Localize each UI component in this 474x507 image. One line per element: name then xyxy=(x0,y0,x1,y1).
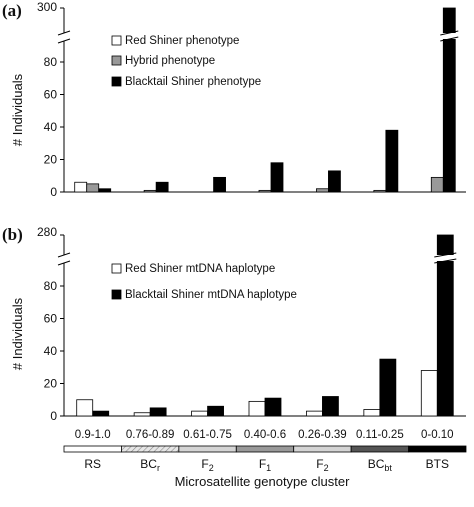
chart-marks: 0 20 40 60 80 Red Shiner phenotype Hybrid phen… xyxy=(44,7,467,473)
panel-b-ylabel: # Individuals xyxy=(10,297,25,370)
panel-b-axis-break-mark xyxy=(57,252,71,258)
panel-a-legend-label: Blacktail Shiner phenotype xyxy=(125,76,261,88)
panel-b-bar xyxy=(207,405,224,417)
panel-b-bar xyxy=(149,407,167,417)
panel-a-legend-swatch xyxy=(111,35,122,46)
cluster-label: BTS xyxy=(426,457,449,471)
panel-b-bar-break-mark xyxy=(434,252,457,258)
panel-a-bar xyxy=(385,129,399,193)
panel-a-bar xyxy=(155,181,169,193)
panel-a-y-tick-label: 80 xyxy=(44,55,58,69)
panel-a-bar xyxy=(143,189,157,193)
panel-b-bar xyxy=(264,397,282,417)
panel-a-bar xyxy=(442,7,456,193)
panel-b-bar-break-gap xyxy=(434,255,457,261)
cluster-label: F2 xyxy=(201,457,213,473)
panel-b-bar xyxy=(436,234,454,417)
panel-b-y-tick-label: 80 xyxy=(44,279,58,293)
panel-a-bar-break-mark xyxy=(440,36,459,42)
panel-b-bar xyxy=(322,396,339,417)
panel-b-bar xyxy=(76,399,94,417)
panel-b-y-tick-label: 20 xyxy=(44,377,58,391)
genotype-range-label: 0.40-0.6 xyxy=(244,429,286,441)
genotype-range-label: 0.9-1.0 xyxy=(75,429,111,441)
panel-b-label: (b) xyxy=(2,225,23,244)
panel-b-bar xyxy=(363,409,381,417)
panel-a-label: (a) xyxy=(2,1,22,20)
panel-a-bar-break-mark xyxy=(440,30,459,36)
panel-a-legend-swatch xyxy=(111,76,122,87)
panel-b-legend-label: Blacktail Shiner mtDNA haplotype xyxy=(125,289,297,301)
panel-a-axis-break-mark xyxy=(57,38,71,44)
panel-a-y-tick-label: 20 xyxy=(44,153,58,167)
panel-a-ylabel: # Individuals xyxy=(10,73,25,146)
panel-b-bar xyxy=(379,358,397,417)
panel-a-axis-break-mark xyxy=(57,30,71,36)
genotype-range-label: 0.76-0.89 xyxy=(126,429,175,441)
panel-b-bar xyxy=(306,410,323,417)
panel-a-y-tick-label: 40 xyxy=(44,120,58,134)
panel-b-legend-label: Red Shiner mtDNA haplotype xyxy=(125,263,275,275)
panel-b-bar xyxy=(420,370,438,417)
panel-b-y-tick-label: 40 xyxy=(44,344,58,358)
genotype-strip-segment xyxy=(408,445,467,453)
genotype-range-label: 0.11-0.25 xyxy=(356,429,404,441)
genotype-strip-segment xyxy=(293,445,352,453)
cluster-label: BCr xyxy=(140,457,160,473)
panel-b-legend-swatch xyxy=(111,289,122,300)
panel-a-y-tick-label: 60 xyxy=(44,88,58,102)
panel-a-bar xyxy=(258,189,272,193)
panel-b-y-tick-label: 0 xyxy=(50,409,57,423)
panel-b-legend-swatch xyxy=(111,263,122,274)
panel-b-bar xyxy=(133,412,151,417)
panel-a-bar xyxy=(430,176,444,193)
genotype-range-label: 0.61-0.75 xyxy=(183,429,232,441)
cluster-label: F2 xyxy=(316,457,328,473)
panel-b-ytick-top: 280 xyxy=(37,225,57,239)
panel-b-bar-break-mark xyxy=(434,258,457,264)
x-axis-label: Microsatellite genotype cluster xyxy=(175,474,351,489)
genotype-strip-segment xyxy=(235,445,295,453)
panel-a-bar xyxy=(316,188,329,193)
panel-a-y-tick-label: 0 xyxy=(50,185,57,199)
panel-b-bar xyxy=(92,410,110,417)
genotype-range-label: 0-0.10 xyxy=(421,429,454,441)
panel-a-legend-label: Hybrid phenotype xyxy=(125,55,215,67)
panel-b-bar xyxy=(191,410,208,417)
panel-a-bar xyxy=(328,170,341,193)
genotype-strip-segment xyxy=(63,445,122,453)
panel-b-y-tick-label: 60 xyxy=(44,312,58,326)
panel-a-bar xyxy=(270,162,284,193)
panel-b-bar xyxy=(248,400,266,417)
panel-a-bar xyxy=(98,188,112,193)
genotype-strip-segment xyxy=(178,445,237,453)
panel-a-bar xyxy=(86,183,100,193)
panel-a-bar xyxy=(373,189,387,193)
panel-b-axis-break-mark xyxy=(57,260,71,266)
panel-a-legend-swatch xyxy=(111,55,122,66)
panel-a-bar-break-gap xyxy=(440,33,459,39)
cluster-label: BCbt xyxy=(368,457,393,473)
genotype-strip-segment xyxy=(350,445,409,453)
genotype-strip-segment xyxy=(121,445,180,453)
panel-a-bar xyxy=(74,181,88,193)
cluster-label: F1 xyxy=(259,457,271,473)
panel-a-bar xyxy=(213,176,226,193)
genotype-range-label: 0.26-0.39 xyxy=(298,429,347,441)
cluster-label: RS xyxy=(84,457,101,471)
panel-a-legend-label: Red Shiner phenotype xyxy=(125,35,239,47)
panel-a-ytick-top: 300 xyxy=(37,0,57,14)
